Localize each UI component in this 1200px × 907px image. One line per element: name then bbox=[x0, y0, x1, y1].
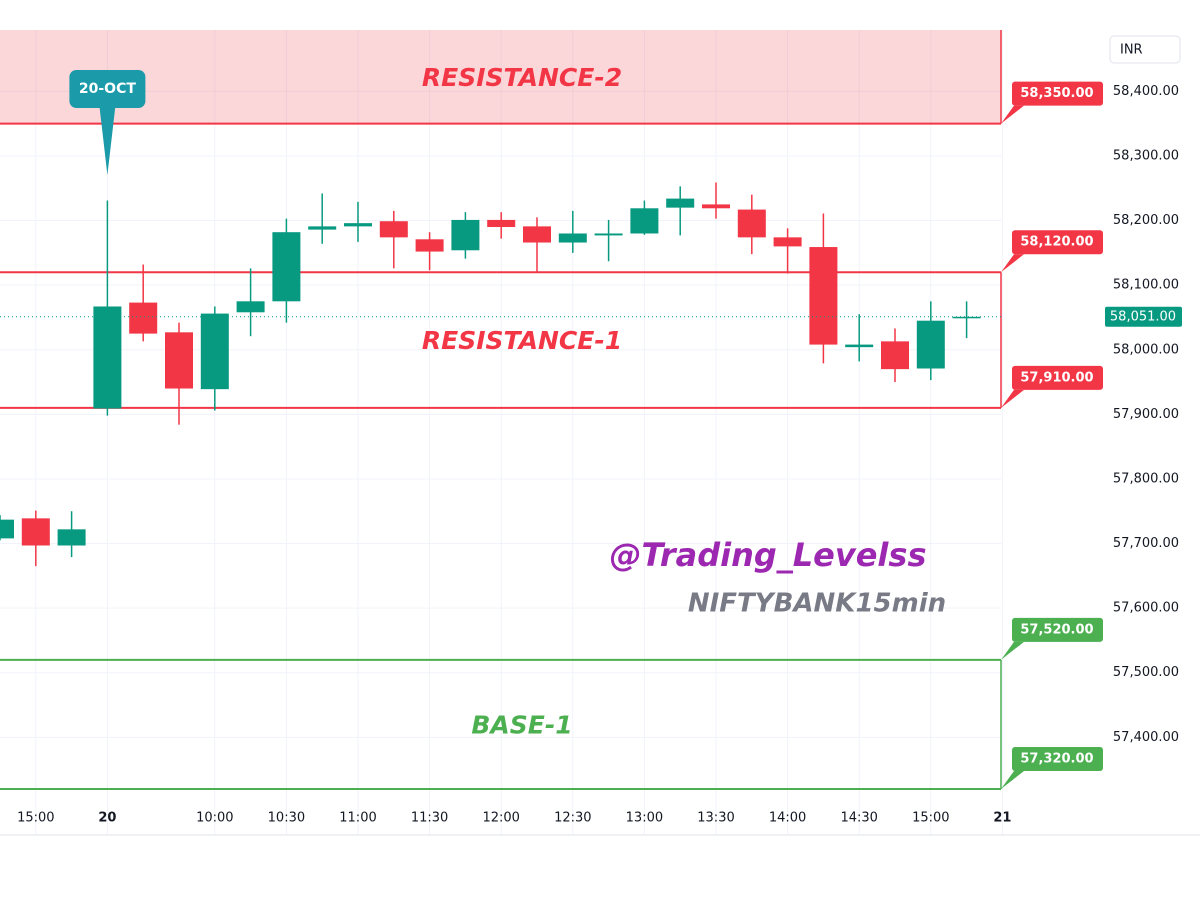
candle-body bbox=[0, 519, 14, 539]
levels bbox=[0, 30, 1001, 791]
y-tick-label: 57,600.00 bbox=[1113, 601, 1179, 616]
candle-body bbox=[809, 247, 838, 345]
candle-body bbox=[57, 529, 86, 546]
y-tick-label: 57,700.00 bbox=[1113, 536, 1179, 551]
candle-body bbox=[666, 198, 695, 208]
price-tag bbox=[1012, 230, 1103, 255]
x-tick-label: 11:00 bbox=[339, 811, 376, 826]
level-label: RESISTANCE-1 bbox=[422, 326, 622, 355]
candle-body bbox=[379, 221, 408, 238]
candle-body bbox=[523, 226, 551, 243]
price-tag-label: 58,120.00 bbox=[1020, 235, 1093, 250]
candle-body bbox=[272, 232, 301, 302]
last-price-tag bbox=[1105, 306, 1182, 327]
candle-body bbox=[773, 237, 802, 247]
x-tick-label: 13:30 bbox=[697, 811, 734, 826]
annotation-text: 20-OCT bbox=[79, 81, 136, 97]
candle-body bbox=[845, 344, 874, 348]
candle-body bbox=[558, 233, 587, 243]
y-tick-label: 58,400.00 bbox=[1113, 84, 1179, 99]
candle-body bbox=[236, 301, 265, 313]
currency: INR bbox=[1120, 43, 1143, 58]
price-tag-label: 58,350.00 bbox=[1020, 86, 1093, 101]
price-tag-pointer bbox=[1001, 105, 1024, 124]
x-tick-label: 15:00 bbox=[17, 811, 54, 826]
candle-body bbox=[200, 313, 229, 390]
x-tick-label: 21 bbox=[993, 811, 1011, 826]
candle-body bbox=[129, 302, 158, 334]
y-tick-label: 57,800.00 bbox=[1113, 471, 1179, 486]
level-zone bbox=[0, 30, 1001, 124]
candle-body bbox=[737, 209, 766, 238]
price-tag bbox=[1012, 81, 1103, 106]
price-tag-pointer bbox=[1001, 641, 1024, 660]
candle-body bbox=[165, 332, 193, 389]
x-tick-label: 12:30 bbox=[554, 811, 591, 826]
x-tick-label: 10:00 bbox=[196, 811, 233, 826]
x-tick-label: 20 bbox=[98, 811, 116, 826]
price-tag-pointer bbox=[1001, 254, 1024, 273]
level-label: RESISTANCE-2 bbox=[422, 63, 622, 92]
x-tick-label: 14:30 bbox=[840, 811, 877, 826]
y-tick-label: 58,100.00 bbox=[1113, 278, 1179, 293]
y-tick-label: 58,300.00 bbox=[1113, 148, 1179, 163]
x-tick-label: 11:30 bbox=[411, 811, 448, 826]
candle-body bbox=[344, 223, 372, 227]
y-tick-label: 58,200.00 bbox=[1113, 213, 1179, 228]
level-label: BASE-1 bbox=[471, 710, 572, 739]
x-tick-label: 14:00 bbox=[769, 811, 806, 826]
price-tag-label: 57,320.00 bbox=[1020, 752, 1093, 767]
candle-body bbox=[881, 341, 909, 370]
candle-body bbox=[21, 518, 50, 546]
price-tag bbox=[1012, 365, 1103, 390]
candle-body bbox=[308, 226, 337, 230]
candle-body bbox=[594, 233, 623, 236]
watermark-handle: @Trading_Levelss bbox=[610, 536, 927, 574]
x-tick-label: 10:30 bbox=[268, 811, 305, 826]
last-price-label: 58,051.00 bbox=[1110, 309, 1176, 324]
candle-body bbox=[952, 316, 981, 319]
candle-body bbox=[93, 306, 122, 409]
currency-box bbox=[1109, 35, 1181, 64]
watermark-symbol: NIFTYBANK15min bbox=[688, 589, 946, 619]
y-tick-label: 57,400.00 bbox=[1113, 730, 1179, 745]
price-tag-label: 57,520.00 bbox=[1020, 622, 1093, 637]
candle-body bbox=[916, 320, 945, 369]
x-tick-label: 12:00 bbox=[482, 811, 519, 826]
overlay: 57,400.00 57,500.00 57,600.00 57,700.00 57,8… bbox=[0, 30, 1182, 826]
candle-body bbox=[415, 239, 444, 252]
price-tag-pointer bbox=[1001, 771, 1024, 790]
price-tag bbox=[1012, 747, 1103, 772]
x-tick-label: 15:00 bbox=[912, 811, 949, 826]
y-tick-label: 57,500.00 bbox=[1113, 665, 1179, 680]
candle-body bbox=[451, 219, 480, 251]
candles bbox=[0, 182, 981, 567]
candle-body bbox=[630, 208, 659, 234]
y-tick-label: 57,900.00 bbox=[1113, 407, 1179, 422]
candle-body bbox=[487, 219, 516, 228]
grid bbox=[0, 30, 1003, 835]
y-tick-label: 58,000.00 bbox=[1113, 342, 1179, 357]
price-tag bbox=[1012, 617, 1103, 642]
candle-body bbox=[702, 204, 730, 209]
x-tick-label: 13:00 bbox=[626, 811, 663, 826]
annotation-box bbox=[69, 70, 146, 108]
price-tag-label: 57,910.00 bbox=[1020, 370, 1093, 385]
price-tag-pointer bbox=[1001, 389, 1024, 408]
annotation-pointer bbox=[99, 106, 116, 175]
